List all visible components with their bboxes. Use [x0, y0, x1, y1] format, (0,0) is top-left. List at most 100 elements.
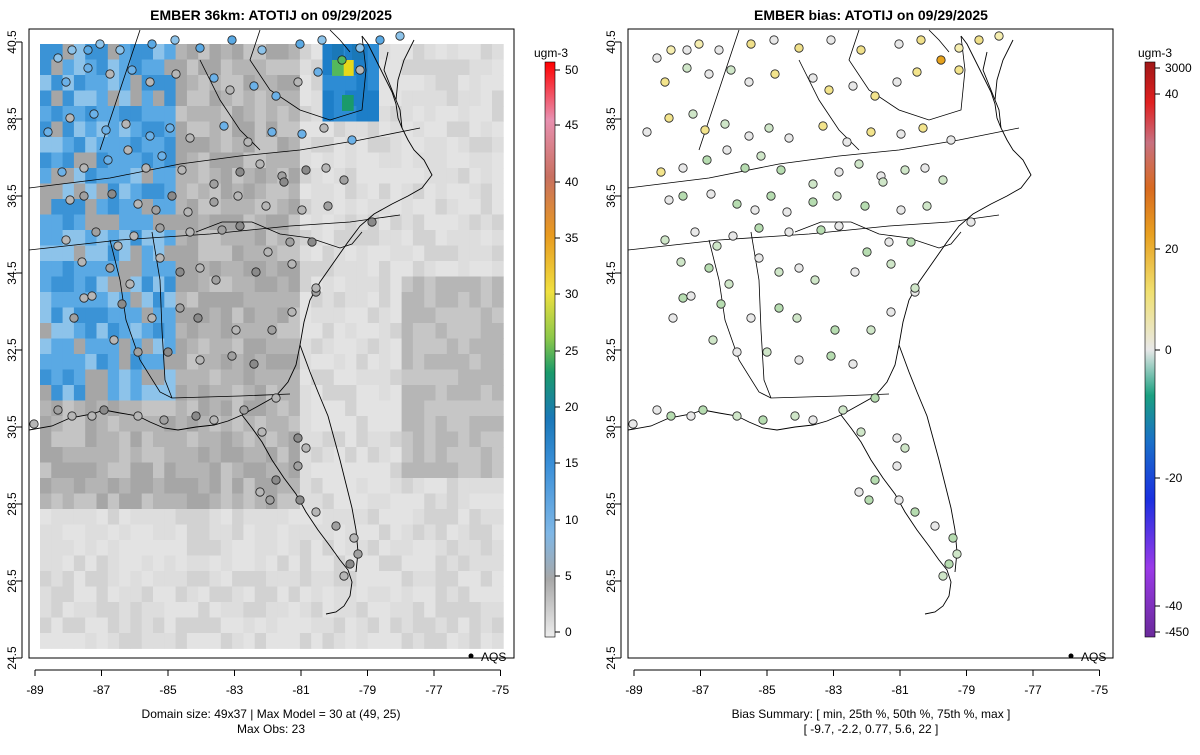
grid-cell [469, 292, 482, 308]
grid-cell [277, 261, 289, 277]
grid-cell [51, 230, 63, 246]
grid-cell [299, 168, 312, 184]
x-tick-label: -83 [825, 683, 843, 697]
grid-cell [51, 59, 63, 76]
grid-cell [220, 509, 233, 525]
grid-cell [51, 571, 63, 587]
grid-cell [209, 478, 222, 494]
grid-cell [62, 633, 75, 649]
grid-cell [51, 354, 63, 370]
grid-cell [311, 137, 323, 153]
grid-cell [446, 276, 459, 293]
grid-cell [435, 137, 448, 153]
grid-cell [322, 369, 335, 386]
grid-cell [446, 307, 459, 324]
grid-cell [458, 214, 470, 231]
grid-cell [175, 509, 188, 525]
grid-cell [164, 44, 176, 60]
grid-cell [424, 168, 436, 184]
x-tick-label: -83 [226, 683, 244, 697]
grid-cell [107, 462, 120, 479]
grid-cell [209, 168, 222, 184]
grid-cell [62, 59, 75, 76]
grid-cell [435, 354, 448, 370]
grid-cell [480, 633, 493, 649]
grid-cell [153, 90, 165, 107]
grid-cell [322, 214, 335, 231]
grid-cell [379, 447, 391, 463]
grid-cell [107, 447, 120, 463]
grid-cell [435, 447, 448, 463]
grid-cell [390, 307, 402, 324]
grid-cell [164, 338, 176, 355]
station-marker [774, 267, 784, 277]
grid-cell [435, 152, 448, 169]
grid-cell [175, 59, 188, 76]
station-marker [886, 259, 896, 269]
grid-cell [277, 354, 289, 370]
grid-cell [96, 59, 109, 76]
grid-cell [107, 478, 120, 494]
grid-cell [379, 462, 391, 479]
grid-cell [446, 230, 459, 246]
station-marker [219, 121, 229, 131]
grid-cell [243, 617, 256, 634]
grid-cell [446, 431, 459, 448]
station-marker [115, 45, 125, 55]
colorbar-tick-label: 50 [565, 63, 579, 77]
grid-cell [85, 183, 97, 200]
grid-cell [40, 540, 52, 556]
grid-cell [288, 586, 301, 603]
grid-cell [390, 44, 402, 60]
station-marker [163, 347, 173, 357]
grid-cell [85, 369, 97, 386]
grid-cell [198, 633, 210, 649]
grid-cell [390, 462, 402, 479]
colorbar-unit: ugm-3 [1138, 46, 1172, 60]
station-marker [267, 325, 277, 335]
grid-cell [164, 261, 176, 277]
grid-cell [119, 385, 131, 401]
grid-cell [458, 462, 470, 479]
grid-cell [119, 90, 131, 107]
station-marker [826, 35, 836, 45]
grid-cell [130, 354, 143, 370]
grid-cell [153, 602, 165, 618]
station-marker [910, 507, 920, 517]
grid-cell [311, 493, 323, 510]
grid-cell [345, 75, 357, 91]
grid-cell [288, 183, 301, 200]
grid-cell [322, 338, 335, 355]
grid-cell [209, 214, 222, 231]
grid-cell [492, 369, 504, 386]
grid-cell [40, 602, 52, 618]
grid-cell [96, 602, 109, 618]
grid-cell [367, 44, 380, 60]
grid-cell [130, 307, 143, 324]
station-marker [287, 259, 297, 269]
grid-cell [141, 416, 154, 432]
grid-cell [141, 44, 154, 60]
grid-cell [492, 633, 504, 649]
grid-cell [62, 168, 75, 184]
grid-cell [141, 183, 154, 200]
grid-cell [153, 633, 165, 649]
grid-cell [367, 276, 380, 293]
grid-cell [164, 137, 176, 153]
grid-cell [480, 338, 493, 355]
grid-cell [232, 354, 244, 370]
grid-cell [311, 307, 323, 324]
grid-cell [209, 540, 222, 556]
grid-cell [119, 431, 131, 448]
grid-cell [209, 524, 222, 541]
grid-cell [40, 478, 52, 494]
grid-cell [209, 75, 222, 91]
grid-cell [220, 276, 233, 293]
grid-cell [73, 462, 86, 479]
grid-cell [164, 59, 176, 76]
grid-cell [175, 633, 188, 649]
grid-cell [141, 168, 154, 184]
grid-cell [401, 385, 414, 401]
grid-cell [40, 214, 52, 231]
grid-cell [153, 385, 165, 401]
